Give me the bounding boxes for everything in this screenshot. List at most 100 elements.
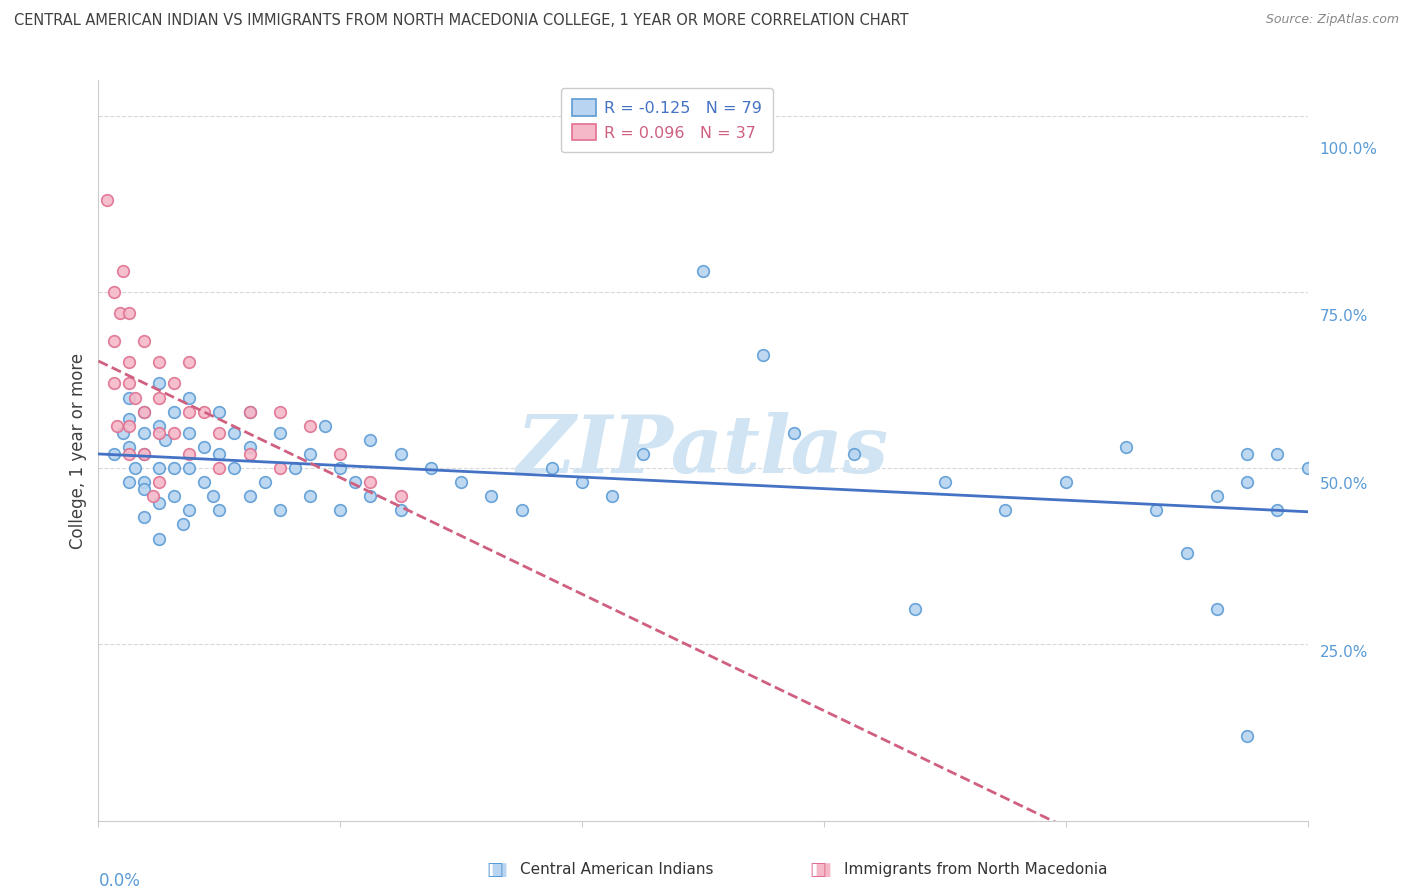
Point bbox=[269, 425, 291, 440]
Point bbox=[111, 425, 134, 440]
Point bbox=[1175, 546, 1198, 560]
Point bbox=[132, 447, 155, 461]
Point bbox=[148, 461, 170, 475]
Point bbox=[239, 489, 262, 503]
Point bbox=[132, 405, 155, 419]
Point bbox=[163, 376, 186, 391]
Point bbox=[124, 391, 146, 405]
Point bbox=[118, 306, 141, 320]
Point bbox=[179, 461, 201, 475]
Point bbox=[163, 405, 186, 419]
Point bbox=[103, 376, 125, 391]
Point bbox=[360, 433, 382, 447]
Text: ■: ■ bbox=[491, 861, 508, 879]
Point bbox=[208, 405, 231, 419]
Point bbox=[224, 425, 246, 440]
Point bbox=[904, 602, 927, 616]
Point bbox=[179, 355, 201, 369]
Point bbox=[299, 418, 322, 433]
Point bbox=[132, 510, 155, 524]
Point bbox=[132, 405, 155, 419]
Point bbox=[269, 461, 291, 475]
Point bbox=[389, 503, 412, 517]
Point bbox=[163, 461, 186, 475]
Point bbox=[299, 447, 322, 461]
Point bbox=[118, 475, 141, 490]
Point bbox=[208, 447, 231, 461]
Point bbox=[692, 263, 714, 277]
Text: CENTRAL AMERICAN INDIAN VS IMMIGRANTS FROM NORTH MACEDONIA COLLEGE, 1 YEAR OR MO: CENTRAL AMERICAN INDIAN VS IMMIGRANTS FR… bbox=[14, 13, 908, 29]
Point bbox=[344, 475, 367, 490]
Point bbox=[148, 532, 170, 546]
Point bbox=[994, 503, 1017, 517]
Point bbox=[389, 447, 412, 461]
Point bbox=[510, 503, 533, 517]
Point bbox=[193, 405, 215, 419]
Point bbox=[208, 503, 231, 517]
Point bbox=[108, 306, 131, 320]
Point bbox=[132, 447, 155, 461]
Point bbox=[118, 440, 141, 454]
Point bbox=[148, 475, 170, 490]
Y-axis label: College, 1 year or more: College, 1 year or more bbox=[69, 352, 87, 549]
Point bbox=[420, 461, 443, 475]
Point bbox=[96, 193, 118, 207]
Point bbox=[148, 425, 170, 440]
Point bbox=[118, 411, 141, 425]
Point bbox=[389, 489, 412, 503]
Point bbox=[193, 440, 215, 454]
Point bbox=[132, 425, 155, 440]
Legend: R = -0.125   N = 79, R = 0.096   N = 37: R = -0.125 N = 79, R = 0.096 N = 37 bbox=[561, 88, 773, 152]
Point bbox=[239, 405, 262, 419]
Text: ZIPatlas: ZIPatlas bbox=[517, 412, 889, 489]
Point bbox=[148, 418, 170, 433]
Point bbox=[148, 355, 170, 369]
Point bbox=[1206, 489, 1229, 503]
Point bbox=[1206, 602, 1229, 616]
Point bbox=[118, 447, 141, 461]
Point bbox=[179, 503, 201, 517]
Point bbox=[481, 489, 503, 503]
Point bbox=[132, 334, 155, 348]
Point bbox=[148, 376, 170, 391]
Point bbox=[1115, 440, 1137, 454]
Point bbox=[1267, 503, 1289, 517]
Point bbox=[1296, 461, 1319, 475]
Point bbox=[602, 489, 624, 503]
Point bbox=[1236, 447, 1258, 461]
Point bbox=[202, 489, 225, 503]
Point bbox=[179, 425, 201, 440]
Point bbox=[844, 447, 866, 461]
Point bbox=[1236, 729, 1258, 743]
Point bbox=[111, 263, 134, 277]
Text: Immigrants from North Macedonia: Immigrants from North Macedonia bbox=[844, 863, 1107, 877]
Point bbox=[208, 425, 231, 440]
Point bbox=[239, 447, 262, 461]
Point bbox=[118, 376, 141, 391]
Point bbox=[193, 475, 215, 490]
Point bbox=[299, 489, 322, 503]
Point bbox=[1054, 475, 1077, 490]
Point bbox=[329, 461, 352, 475]
Point bbox=[783, 425, 806, 440]
Point bbox=[329, 447, 352, 461]
Point bbox=[148, 496, 170, 510]
Point bbox=[124, 461, 146, 475]
Point bbox=[118, 355, 141, 369]
Point bbox=[1267, 447, 1289, 461]
Point bbox=[934, 475, 956, 490]
Point bbox=[224, 461, 246, 475]
Point bbox=[540, 461, 562, 475]
Point bbox=[118, 391, 141, 405]
Point bbox=[208, 461, 231, 475]
Text: Central American Indians: Central American Indians bbox=[520, 863, 714, 877]
Text: Source: ZipAtlas.com: Source: ZipAtlas.com bbox=[1265, 13, 1399, 27]
Text: 0.0%: 0.0% bbox=[98, 872, 141, 890]
Point bbox=[103, 447, 125, 461]
Point bbox=[360, 489, 382, 503]
Text: □: □ bbox=[810, 861, 827, 879]
Point bbox=[132, 482, 155, 496]
Point bbox=[269, 503, 291, 517]
Text: 75.0%: 75.0% bbox=[1320, 310, 1368, 325]
Text: 25.0%: 25.0% bbox=[1320, 645, 1368, 660]
